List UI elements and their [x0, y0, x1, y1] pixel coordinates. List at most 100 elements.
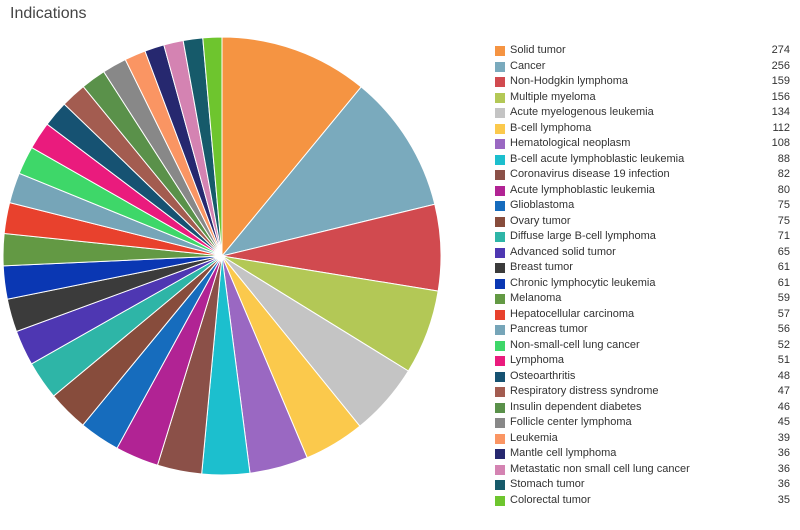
legend-item[interactable]: Melanoma 59 — [495, 291, 790, 307]
legend-value: 36 — [777, 462, 790, 475]
legend-item[interactable]: Acute lymphoblastic leukemia 80 — [495, 183, 790, 199]
legend-value: 46 — [777, 400, 790, 413]
legend-item[interactable]: Leukemia 39 — [495, 431, 790, 447]
legend-label: Colorectal tumor — [510, 493, 591, 506]
legend-label: Leukemia — [510, 431, 558, 444]
legend-item[interactable]: Pancreas tumor 56 — [495, 322, 790, 338]
legend-item[interactable]: Colorectal tumor 35 — [495, 493, 790, 509]
legend-value: 48 — [777, 369, 790, 382]
legend-value: 45 — [777, 416, 790, 428]
legend-label: Melanoma — [510, 292, 562, 304]
legend-item[interactable]: Mantle cell lymphoma 36 — [495, 446, 790, 462]
legend-item[interactable]: B-cell acute lymphoblastic leukemia 88 — [495, 152, 790, 168]
legend-item[interactable]: Non-Hodgkin lymphoma 159 — [495, 74, 790, 90]
legend-label: Insulin dependent diabetes — [510, 400, 642, 413]
legend-swatch — [495, 263, 505, 273]
legend-item[interactable]: Hepatocellular carcinoma 57 — [495, 307, 790, 323]
legend-value: 88 — [777, 152, 790, 165]
legend-value: 61 — [777, 261, 790, 273]
legend-label: Advanced solid tumor — [510, 245, 616, 258]
legend-value: 108 — [771, 137, 790, 149]
legend-value: 51 — [777, 354, 790, 366]
legend-swatch — [495, 92, 505, 103]
legend-label: Chronic lymphocytic leukemia — [510, 276, 656, 289]
legend-label: Solid tumor — [510, 44, 566, 56]
legend-swatch — [495, 61, 505, 72]
legend-value: 156 — [771, 90, 790, 103]
legend-swatch — [495, 278, 505, 289]
legend-label: Ovary tumor — [510, 214, 571, 227]
legend-value: 35 — [777, 493, 790, 506]
legend-label: Diffuse large B-cell lymphoma — [510, 230, 656, 242]
legend-value: 36 — [777, 478, 790, 490]
legend-label: Hematological neoplasm — [510, 137, 631, 149]
legend-value: 159 — [771, 75, 790, 87]
legend-swatch — [495, 294, 505, 304]
legend-label: Non-Hodgkin lymphoma — [510, 75, 628, 87]
legend-label: Osteoarthritis — [510, 369, 576, 382]
legend-value: 59 — [777, 292, 790, 304]
legend-value: 112 — [772, 121, 790, 134]
legend-item[interactable]: B-cell lymphoma 112 — [495, 121, 790, 137]
legend-value: 57 — [777, 307, 790, 320]
legend-swatch — [495, 309, 505, 320]
legend-item[interactable]: Respiratory distress syndrome 47 — [495, 384, 790, 400]
legend-label: Coronavirus disease 19 infection — [510, 168, 670, 180]
legend-label: Acute myelogenous leukemia — [510, 106, 654, 118]
legend-swatch — [495, 170, 505, 180]
chart-title: Indications — [10, 5, 87, 22]
legend-label: Breast tumor — [510, 261, 573, 273]
legend-value: 56 — [777, 323, 790, 335]
legend-item[interactable]: Cancer 256 — [495, 59, 790, 75]
legend-value: 274 — [771, 44, 790, 56]
legend-item[interactable]: Solid tumor 274 — [495, 43, 790, 59]
legend-item[interactable]: Metastatic non small cell lung cancer 36 — [495, 462, 790, 478]
pie-slice-0[interactable] — [221, 36, 362, 258]
legend-item[interactable]: Glioblastoma 75 — [495, 198, 790, 214]
legend-swatch — [495, 123, 505, 134]
legend-value: 39 — [777, 431, 790, 444]
legend-item[interactable]: Acute myelogenous leukemia 134 — [495, 105, 790, 121]
legend-value: 36 — [777, 447, 790, 459]
legend-value: 52 — [777, 338, 790, 351]
legend-swatch — [495, 480, 505, 490]
legend-item[interactable]: Stomach tumor 36 — [495, 477, 790, 493]
legend-label: Follicle center lymphoma — [510, 416, 632, 428]
legend-label: Glioblastoma — [510, 199, 575, 211]
pie-slice-29[interactable] — [202, 36, 223, 257]
legend-label: Metastatic non small cell lung cancer — [510, 462, 690, 475]
legend-value: 61 — [777, 276, 790, 289]
legend-item[interactable]: Multiple myeloma 156 — [495, 90, 790, 106]
legend-swatch — [495, 340, 505, 351]
legend-swatch — [495, 356, 505, 366]
legend-swatch — [495, 371, 505, 382]
legend-item[interactable]: Ovary tumor 75 — [495, 214, 790, 230]
legend-label: Lymphoma — [510, 354, 565, 366]
legend-value: 134 — [771, 106, 790, 118]
legend-value: 75 — [777, 199, 790, 211]
legend-item[interactable]: Chronic lymphocytic leukemia 61 — [495, 276, 790, 292]
legend-label: Mantle cell lymphoma — [510, 447, 617, 459]
legend-swatch — [495, 418, 505, 428]
legend-item[interactable]: Breast tumor 61 — [495, 260, 790, 276]
legend-swatch — [495, 185, 505, 196]
legend-swatch — [495, 325, 505, 335]
legend-value: 80 — [777, 183, 790, 196]
pie-slice-1[interactable] — [220, 86, 436, 257]
legend-item[interactable]: Non-small-cell lung cancer 52 — [495, 338, 790, 354]
legend-value: 47 — [777, 385, 790, 397]
legend-label: Hepatocellular carcinoma — [510, 307, 635, 320]
legend-label: B-cell lymphoma — [510, 121, 592, 134]
legend-swatch — [495, 154, 505, 165]
legend-item[interactable]: Lymphoma 51 — [495, 353, 790, 369]
legend-item[interactable]: Osteoarthritis 48 — [495, 369, 790, 385]
legend-item[interactable]: Advanced solid tumor 65 — [495, 245, 790, 261]
legend-value: 71 — [777, 230, 790, 242]
legend-swatch — [495, 495, 505, 506]
legend-item[interactable]: Hematological neoplasm 108 — [495, 136, 790, 152]
legend-item[interactable]: Insulin dependent diabetes 46 — [495, 400, 790, 416]
legend-item[interactable]: Diffuse large B-cell lymphoma 71 — [495, 229, 790, 245]
legend-item[interactable]: Follicle center lymphoma 45 — [495, 415, 790, 431]
legend-item[interactable]: Coronavirus disease 19 infection 82 — [495, 167, 790, 183]
legend-swatch — [495, 216, 505, 227]
